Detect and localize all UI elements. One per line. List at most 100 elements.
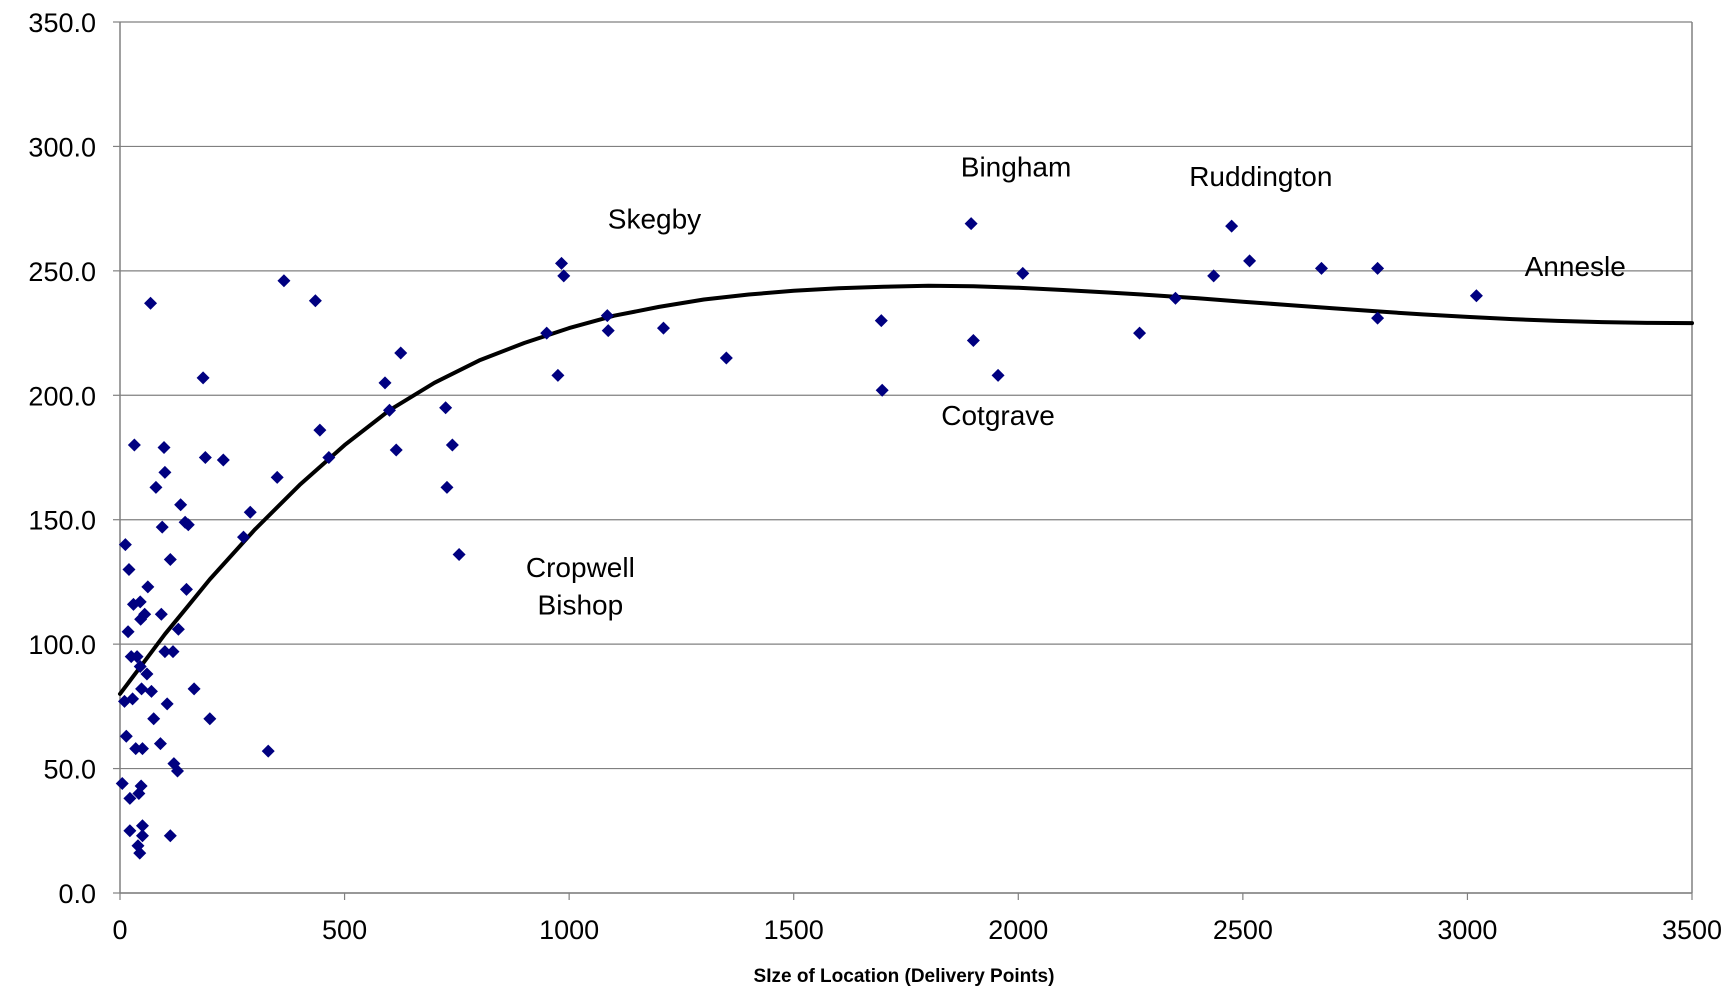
x-tick-label: 0 bbox=[112, 915, 127, 945]
x-axis-title: SIze of Location (Delivery Points) bbox=[754, 966, 1055, 987]
data-point bbox=[155, 520, 169, 534]
data-point bbox=[261, 744, 275, 758]
annotation-label: Annesle bbox=[1525, 251, 1626, 282]
data-point bbox=[198, 451, 212, 464]
data-point bbox=[203, 712, 217, 726]
y-tick-label: 250.0 bbox=[28, 257, 96, 287]
data-point bbox=[181, 518, 195, 532]
x-tick-label: 3500 bbox=[1662, 915, 1722, 945]
data-point bbox=[160, 697, 174, 711]
data-point bbox=[154, 607, 168, 621]
data-point bbox=[163, 553, 177, 567]
data-point bbox=[121, 625, 135, 639]
y-tick-label: 100.0 bbox=[28, 630, 96, 660]
data-point bbox=[144, 684, 158, 698]
x-tick-label: 3000 bbox=[1437, 915, 1497, 945]
data-point bbox=[138, 607, 152, 621]
data-point bbox=[322, 451, 336, 464]
data-point bbox=[130, 650, 144, 664]
y-tick-label: 150.0 bbox=[28, 506, 96, 536]
annotation-label: Cotgrave bbox=[941, 400, 1055, 431]
data-point bbox=[313, 423, 327, 437]
data-point bbox=[445, 438, 459, 452]
data-point bbox=[601, 324, 615, 338]
data-point bbox=[991, 368, 1005, 382]
data-point bbox=[170, 764, 184, 778]
data-point bbox=[149, 480, 163, 494]
data-point bbox=[133, 660, 147, 674]
data-point bbox=[1016, 266, 1030, 280]
data-point bbox=[135, 819, 149, 833]
x-tick-label: 1500 bbox=[764, 915, 824, 945]
trendline bbox=[118, 283, 1694, 696]
y-tick-label: 300.0 bbox=[28, 132, 96, 162]
gridlines bbox=[120, 21, 1692, 894]
y-tick-label: 0.0 bbox=[58, 879, 96, 909]
data-point bbox=[440, 480, 454, 494]
x-tick-labels: 0 500 1000 1500 2000 2500 3000 3500 bbox=[112, 915, 1722, 945]
data-point bbox=[187, 682, 201, 696]
x-tick-label: 1000 bbox=[539, 915, 599, 945]
data-point bbox=[382, 403, 396, 417]
data-point bbox=[133, 595, 147, 609]
data-point bbox=[158, 465, 172, 479]
data-point bbox=[141, 580, 155, 594]
data-point bbox=[134, 779, 148, 793]
data-point bbox=[378, 376, 392, 390]
annotation-label: Skegby bbox=[608, 204, 701, 235]
data-point bbox=[119, 729, 133, 743]
data-point bbox=[123, 824, 137, 838]
data-point bbox=[874, 314, 888, 328]
data-point bbox=[237, 530, 251, 544]
y-tick-label: 350.0 bbox=[28, 8, 96, 38]
data-point bbox=[452, 548, 466, 562]
data-point bbox=[966, 334, 980, 348]
x-tick-label: 2000 bbox=[988, 915, 1048, 945]
data-point bbox=[719, 351, 733, 365]
data-point bbox=[135, 682, 149, 696]
data-point bbox=[1371, 261, 1385, 275]
data-point bbox=[127, 438, 141, 452]
y-tick-label: 50.0 bbox=[43, 755, 96, 785]
data-point bbox=[174, 498, 188, 512]
data-point bbox=[153, 737, 167, 751]
data-point bbox=[216, 453, 230, 467]
x-tick-label: 2500 bbox=[1213, 915, 1273, 945]
y-tick-labels: 0.0 50.0 100.0 150.0 200.0 250.0 300.0 350.0 bbox=[28, 8, 96, 909]
data-point bbox=[600, 309, 614, 323]
data-point bbox=[157, 441, 171, 455]
data-point bbox=[551, 368, 565, 382]
data-points bbox=[115, 217, 1483, 860]
data-point bbox=[115, 777, 129, 791]
data-point bbox=[243, 505, 257, 519]
annotation-label: Ruddington bbox=[1189, 161, 1332, 192]
data-point bbox=[129, 742, 143, 756]
data-point bbox=[389, 443, 403, 457]
data-point bbox=[1469, 289, 1483, 303]
data-point bbox=[140, 667, 154, 681]
data-point bbox=[964, 217, 978, 231]
data-point bbox=[1243, 254, 1257, 268]
data-point bbox=[439, 401, 453, 415]
annotation-label: Bingham bbox=[961, 151, 1072, 182]
data-point bbox=[144, 296, 158, 310]
data-point bbox=[158, 645, 172, 659]
data-point bbox=[394, 346, 408, 360]
data-point bbox=[270, 470, 284, 484]
axes bbox=[113, 21, 1693, 900]
data-point bbox=[123, 791, 137, 805]
data-point bbox=[147, 712, 161, 726]
data-point bbox=[1133, 326, 1147, 340]
data-point bbox=[1225, 219, 1239, 233]
data-point bbox=[1314, 261, 1328, 275]
data-point bbox=[122, 562, 136, 576]
data-point bbox=[179, 582, 193, 596]
data-point bbox=[308, 294, 322, 308]
data-point bbox=[166, 645, 180, 659]
data-point bbox=[277, 274, 291, 288]
data-point bbox=[557, 269, 571, 283]
data-point bbox=[171, 622, 185, 636]
x-tick-label: 500 bbox=[322, 915, 367, 945]
data-point bbox=[875, 383, 889, 397]
